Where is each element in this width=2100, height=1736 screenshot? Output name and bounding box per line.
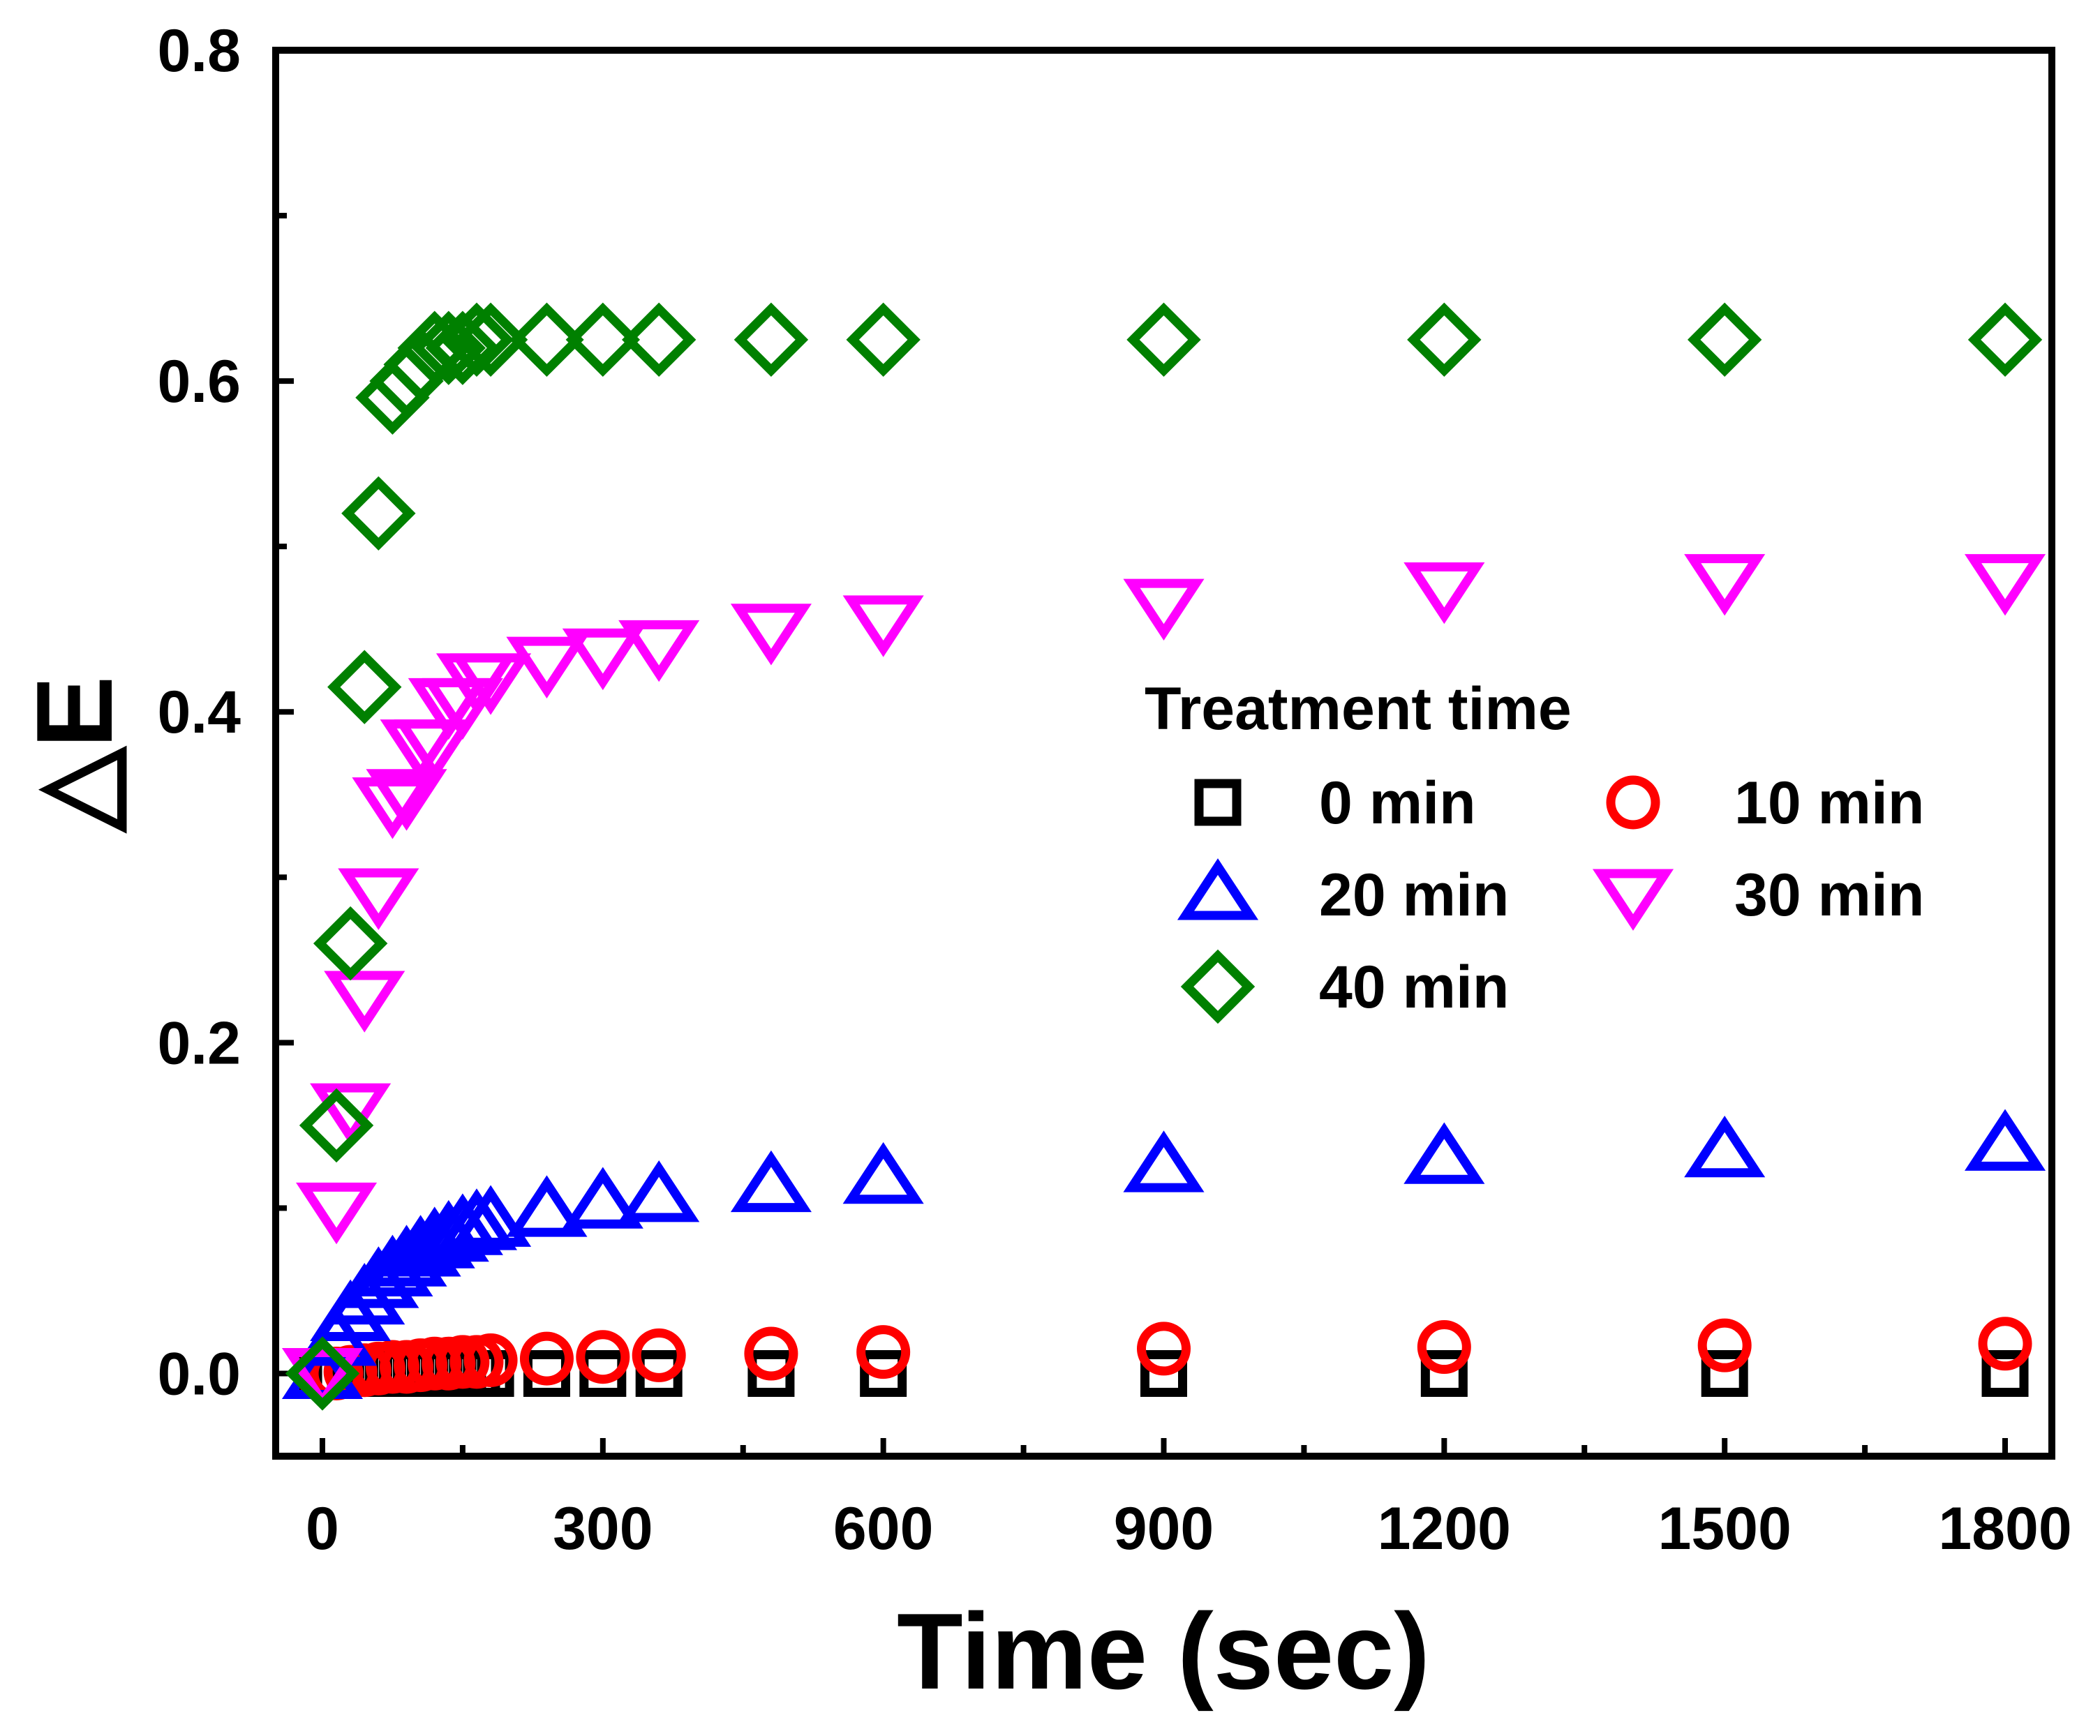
legend-marker: [1592, 869, 1674, 931]
data-point: [1697, 1318, 1752, 1372]
series-20-min: [281, 1109, 2046, 1399]
legend-label: 40 min: [1319, 954, 1509, 1021]
data-point: [394, 719, 475, 781]
data-point: [618, 620, 700, 682]
data-point: [509, 302, 584, 377]
y-tick-labels: 0.0 0.2 0.4 0.6 0.8: [157, 17, 241, 1407]
data-point: [733, 302, 809, 377]
data-point: [842, 1142, 924, 1204]
data-point: [1403, 1122, 1485, 1184]
data-point: [1701, 1349, 1748, 1397]
data-point: [632, 1328, 686, 1382]
data-point: [730, 604, 812, 666]
data-point: [411, 310, 486, 385]
x-tick-label: 600: [833, 1495, 934, 1562]
data-point: [519, 1331, 574, 1386]
data-point: [1687, 302, 1762, 377]
data-point: [846, 302, 921, 377]
legend-marker: [1606, 775, 1660, 830]
y-tick-label: 0.8: [157, 17, 241, 84]
x-tick-label: 300: [553, 1495, 653, 1562]
data-point: [562, 628, 643, 691]
data-point: [463, 1333, 518, 1388]
data-point: [281, 1347, 364, 1410]
data-point: [1407, 302, 1482, 377]
axis-ticks: [276, 47, 2009, 1456]
data-point: [1420, 1349, 1468, 1397]
data-point: [1684, 554, 1766, 616]
legend-marker: [1180, 949, 1256, 1024]
legend: Treatment time 0 min 10 min 20 min 30 min 40…: [1145, 675, 1924, 1024]
data-point: [1417, 1320, 1471, 1375]
data-point: [397, 310, 472, 385]
y-tick-label: 0.2: [157, 1010, 241, 1077]
series-30-min: [281, 554, 2046, 1410]
x-axis-title: Time (sec): [897, 1591, 1430, 1712]
legend-label: 20 min: [1319, 862, 1509, 929]
data-point: [856, 1325, 911, 1379]
data-point: [299, 1088, 374, 1163]
data-point: [730, 1150, 812, 1213]
data-point: [506, 1175, 588, 1237]
plot-frame: [272, 47, 2055, 1460]
data-point: [285, 1336, 360, 1411]
data-point: [842, 595, 924, 657]
data-point: [450, 653, 532, 715]
data-point: [618, 1160, 700, 1222]
x-tick-label: 0: [306, 1495, 339, 1562]
data-point: [352, 777, 433, 839]
data-point: [327, 650, 402, 724]
legend-marker: [1177, 858, 1259, 920]
data-point: [860, 1349, 907, 1397]
data-point: [1964, 554, 2046, 616]
data-point: [1126, 302, 1201, 377]
legend-label: 10 min: [1734, 770, 1924, 837]
legend-label: 0 min: [1319, 770, 1476, 837]
data-point: [453, 302, 528, 377]
legend-title: Treatment time: [1145, 675, 1572, 742]
data-point: [338, 868, 419, 930]
data-point: [439, 302, 514, 377]
data-point: [744, 1326, 798, 1381]
data-point: [324, 971, 405, 1033]
data-point: [1123, 1130, 1205, 1192]
data-point: [562, 1167, 643, 1229]
y-tick-label: 0.4: [157, 679, 241, 746]
data-point: [1981, 1349, 2029, 1397]
x-tick-label: 1200: [1378, 1495, 1511, 1562]
data-point: [450, 1185, 532, 1247]
data-point: [296, 1182, 378, 1245]
legend-label: 30 min: [1734, 862, 1924, 929]
data-point: [1684, 1115, 1766, 1178]
data-point: [366, 769, 447, 831]
x-tick-label: 900: [1114, 1495, 1214, 1562]
data-point: [621, 302, 697, 377]
data-point: [1964, 1109, 2046, 1171]
data-point: [310, 1083, 392, 1146]
data-point: [506, 636, 588, 698]
data-point: [1978, 1317, 2032, 1371]
data-point: [1140, 1349, 1187, 1397]
data-point: [1123, 578, 1205, 641]
data-point: [313, 906, 388, 981]
y-tick-label: 0.6: [157, 348, 241, 415]
x-tick-label: 1500: [1658, 1495, 1792, 1562]
data-point: [422, 1193, 503, 1255]
data-point: [747, 1349, 795, 1397]
data-point: [1137, 1322, 1191, 1376]
data-point: [1967, 302, 2043, 377]
y-tick-label: 0.0: [157, 1340, 241, 1407]
legend-marker: [1194, 779, 1242, 826]
series-40-min: [285, 302, 2043, 1411]
y-axis-title: △E: [14, 676, 135, 835]
data-point: [341, 476, 416, 551]
data-point: [565, 302, 641, 377]
data-point: [576, 1330, 630, 1384]
data-point: [1403, 562, 1485, 624]
x-tick-label: 1800: [1938, 1495, 2071, 1562]
x-tick-labels: 0 300 600 900 1200 1500 1800: [306, 1495, 2072, 1562]
data-markers: [281, 302, 2046, 1411]
